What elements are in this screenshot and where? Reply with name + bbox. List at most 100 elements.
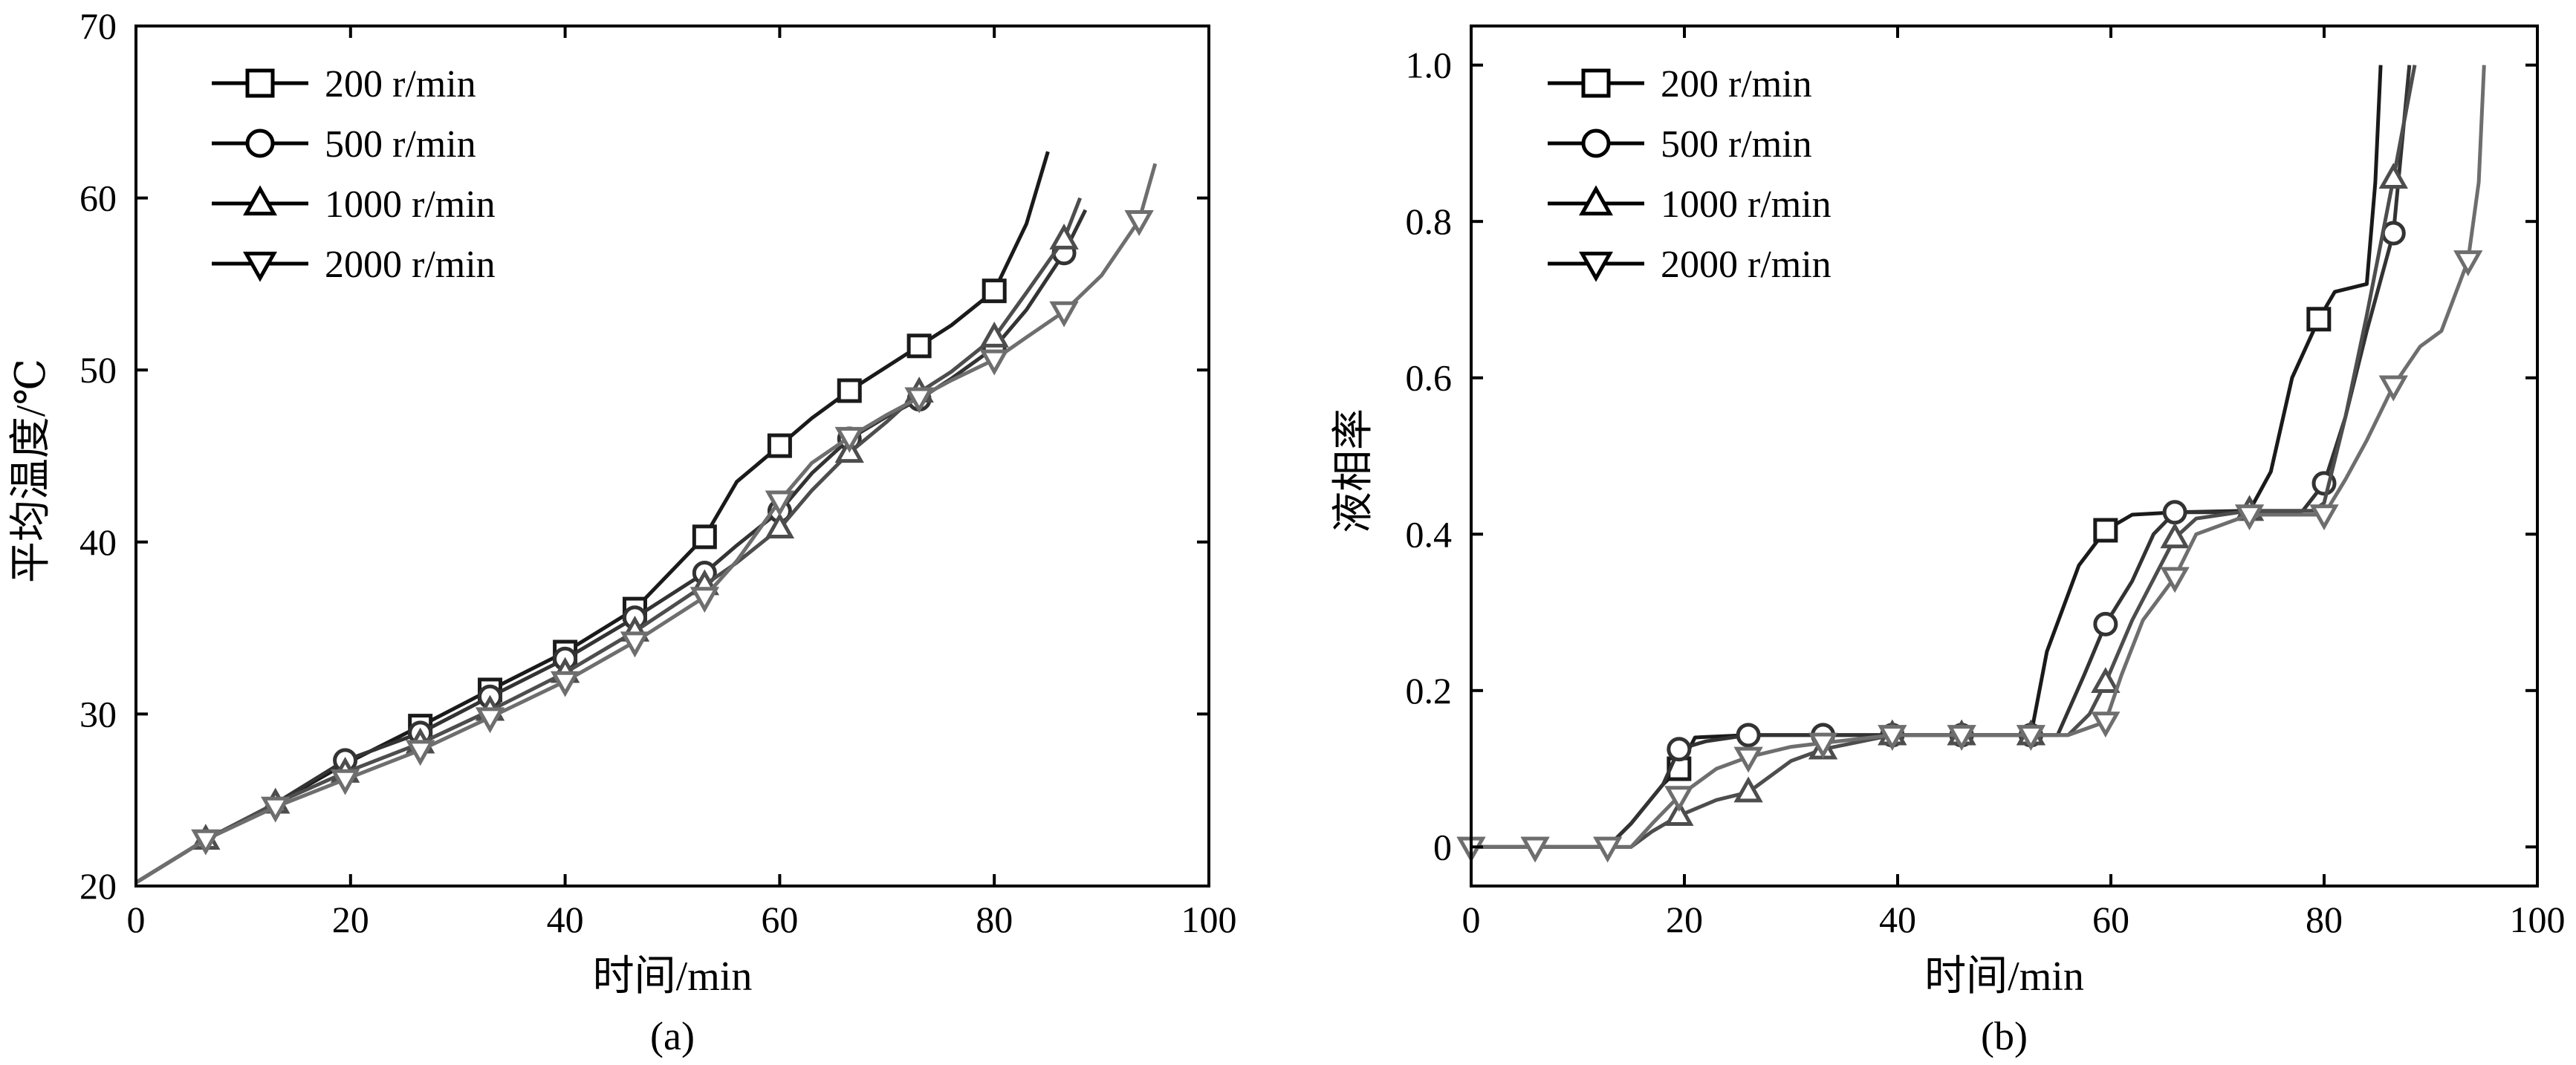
legend-marker-triangle-down-icon	[243, 251, 277, 282]
data-point-marker	[2091, 711, 2121, 738]
x-axis-title: 时间/min	[593, 954, 753, 1000]
data-point-marker	[1520, 836, 1550, 863]
x-tick-label: 60	[761, 899, 798, 940]
legend-label: 200 r/min	[1661, 63, 1812, 105]
x-tick-label: 100	[2510, 899, 2566, 940]
data-point-marker	[837, 378, 862, 403]
legend-marker-circle-icon	[245, 128, 275, 158]
legend-label: 500 r/min	[325, 123, 476, 166]
legend-label: 2000 r/min	[1661, 244, 1832, 286]
data-point-marker	[2093, 611, 2118, 636]
legend-label: 1000 r/min	[1661, 183, 1832, 226]
x-tick-label: 100	[1181, 899, 1237, 940]
data-point-marker	[1592, 836, 1623, 863]
data-point-marker	[2093, 518, 2118, 543]
series-line-4	[134, 163, 1158, 885]
data-point-marker	[2160, 522, 2190, 549]
data-point-marker	[2378, 375, 2408, 402]
data-point-marker	[2381, 221, 2406, 246]
data-point-marker	[765, 490, 795, 517]
data-point-marker	[692, 524, 717, 550]
data-point-marker	[2162, 500, 2187, 525]
data-point-marker	[904, 387, 934, 414]
data-point-marker	[690, 587, 720, 613]
data-point-marker	[982, 279, 1007, 304]
series-group	[134, 151, 1158, 885]
data-point-marker	[550, 671, 580, 697]
y-axis-title: 平均温度/℃	[8, 359, 54, 583]
legend-label: 1000 r/min	[325, 183, 496, 226]
data-point-marker	[620, 631, 650, 658]
legend-label: 500 r/min	[1661, 123, 1812, 166]
data-point-marker	[261, 796, 291, 823]
y-tick-label: 0.4	[1406, 513, 1453, 555]
series-line-1	[1471, 65, 2383, 849]
data-point-marker	[2378, 163, 2408, 189]
y-axis-title: 液相率	[1331, 408, 1377, 533]
y-tick-label: 70	[80, 5, 117, 47]
panel-b-chart: 0 20 40 60 80 100 0 0.2 0.4 0.6 0.8 1.0 时间/min 液相率 (b)…	[1331, 25, 2566, 1058]
data-point-marker	[405, 740, 435, 766]
data-point-marker	[2453, 250, 2483, 277]
y-tick-label: 30	[80, 693, 117, 735]
data-point-marker	[1878, 725, 1907, 752]
legend-marker-square-icon	[1581, 68, 1611, 98]
x-tick-label: 0	[1462, 899, 1481, 940]
y-tick-label: 0.6	[1406, 357, 1453, 399]
data-point-marker	[1736, 723, 1761, 748]
data-point-marker	[1808, 732, 1838, 759]
panel-a-chart: 0 20 40 60 80 100203040506070时间/min平均温度/℃(a)2…	[8, 5, 1237, 1058]
legend-label: 2000 r/min	[325, 244, 496, 286]
data-point-marker	[1947, 725, 1976, 752]
data-point-marker	[475, 707, 505, 734]
series-line-2	[1471, 65, 2412, 849]
plot-frame	[1470, 25, 2539, 888]
legend-marker-square-icon	[245, 68, 275, 98]
data-point-marker	[1124, 210, 1154, 236]
legend-label: 200 r/min	[325, 63, 476, 105]
series-line-2	[134, 209, 1088, 885]
data-point-marker	[1049, 301, 1079, 328]
panel-label: (a)	[650, 1014, 695, 1058]
data-point-marker	[979, 322, 1009, 348]
x-tick-label: 0	[127, 899, 146, 940]
legend-marker-triangle-up-icon	[1579, 185, 1613, 216]
data-point-marker	[1733, 746, 1763, 773]
x-tick-label: 20	[332, 899, 369, 940]
y-tick-label: 60	[80, 178, 117, 219]
legend-marker-triangle-up-icon	[243, 185, 277, 216]
data-point-marker	[1733, 776, 1763, 803]
x-axis-title: 时间/min	[1924, 954, 2084, 1000]
y-tick-label: 0.8	[1406, 201, 1453, 242]
x-tick-label: 80	[976, 899, 1013, 940]
panel-label: (b)	[1981, 1014, 2028, 1058]
data-point-marker	[906, 333, 932, 359]
data-point-marker	[1664, 786, 1694, 812]
x-tick-label: 40	[547, 899, 584, 940]
series-group	[1456, 65, 2486, 863]
series-line-3	[134, 197, 1083, 885]
data-point-marker	[1664, 800, 1694, 826]
data-point-marker	[1667, 737, 1692, 762]
legend-marker-circle-icon	[1581, 128, 1611, 158]
data-point-marker	[2091, 667, 2121, 693]
data-point-marker	[834, 426, 864, 453]
legend-marker-triangle-down-icon	[1579, 251, 1613, 282]
x-tick-label: 80	[2306, 899, 2343, 940]
data-point-marker	[2234, 504, 2265, 531]
legend: 200 r/min 500 r/min 1000 r/min 2000 r/min	[1548, 63, 1832, 286]
y-tick-label: 50	[80, 349, 117, 391]
legend: 200 r/min 500 r/min 1000 r/min 2000 r/min	[212, 63, 496, 286]
data-point-marker	[767, 433, 792, 458]
data-point-marker	[979, 349, 1009, 376]
y-tick-label: 1.0	[1406, 45, 1453, 86]
data-point-marker	[2160, 567, 2190, 593]
data-point-marker	[1049, 223, 1079, 250]
y-tick-label: 20	[80, 865, 117, 907]
y-tick-label: 0	[1433, 826, 1452, 867]
x-tick-label: 40	[1879, 899, 1916, 940]
series-line-1	[134, 151, 1050, 885]
y-tick-label: 0.2	[1406, 670, 1453, 711]
data-point-marker	[330, 769, 360, 795]
